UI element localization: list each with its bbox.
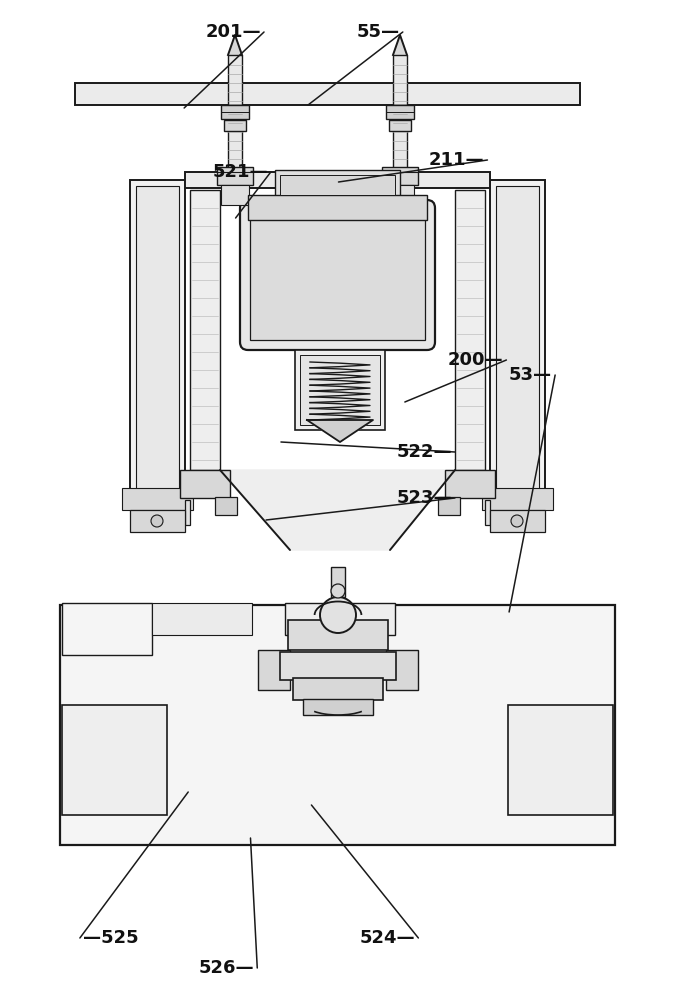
Bar <box>331 567 345 597</box>
Bar <box>382 167 418 185</box>
Bar <box>180 470 230 498</box>
Bar <box>136 186 179 504</box>
Bar <box>482 488 553 510</box>
Text: 522—: 522— <box>396 443 452 461</box>
Text: 55—: 55— <box>357 23 400 41</box>
Bar <box>280 652 396 680</box>
Bar <box>60 605 615 845</box>
Bar <box>490 180 545 510</box>
Circle shape <box>151 515 163 527</box>
Bar <box>130 180 185 510</box>
Bar <box>295 350 385 430</box>
Bar <box>152 603 252 635</box>
Text: 211—: 211— <box>429 151 485 169</box>
Bar <box>185 500 190 525</box>
Polygon shape <box>228 35 242 55</box>
Bar <box>393 55 407 105</box>
Bar <box>215 497 237 515</box>
Bar <box>122 488 193 510</box>
Bar <box>250 210 425 340</box>
Bar <box>300 355 380 425</box>
Text: 526—: 526— <box>198 959 255 977</box>
Bar <box>386 185 414 205</box>
Polygon shape <box>393 35 407 55</box>
FancyBboxPatch shape <box>240 200 435 350</box>
Bar <box>455 190 485 470</box>
Bar <box>288 620 388 650</box>
Polygon shape <box>307 420 373 442</box>
Bar <box>280 175 395 195</box>
Bar <box>393 105 407 180</box>
Polygon shape <box>220 470 455 550</box>
Bar <box>490 510 545 532</box>
Bar <box>185 172 490 188</box>
Bar <box>75 83 580 105</box>
Text: 200—: 200— <box>447 351 504 369</box>
Bar <box>293 678 383 700</box>
Bar <box>386 105 414 119</box>
Circle shape <box>320 597 356 633</box>
Bar <box>445 470 495 498</box>
Bar <box>485 500 490 525</box>
Bar <box>386 650 418 690</box>
Bar <box>303 699 373 715</box>
Bar <box>224 120 246 131</box>
Bar <box>62 603 152 655</box>
Bar <box>217 167 253 185</box>
Text: 523—: 523— <box>396 489 452 507</box>
Bar <box>248 195 427 220</box>
Bar <box>275 170 400 200</box>
Text: 201—: 201— <box>205 23 261 41</box>
Bar <box>62 705 167 815</box>
Bar <box>228 55 242 105</box>
Bar <box>438 497 460 515</box>
Bar <box>221 105 249 119</box>
Text: 53—: 53— <box>509 366 552 384</box>
Bar <box>130 510 185 532</box>
Bar <box>285 603 395 635</box>
Bar <box>496 186 539 504</box>
Text: 521—: 521— <box>212 163 268 181</box>
Bar <box>190 190 220 470</box>
Bar <box>221 185 249 205</box>
Bar <box>389 120 411 131</box>
Text: 524—: 524— <box>359 929 416 947</box>
Circle shape <box>511 515 523 527</box>
Bar <box>228 105 242 180</box>
Circle shape <box>331 584 345 598</box>
Bar <box>508 705 613 815</box>
Bar <box>258 650 290 690</box>
Text: —525: —525 <box>83 929 139 947</box>
